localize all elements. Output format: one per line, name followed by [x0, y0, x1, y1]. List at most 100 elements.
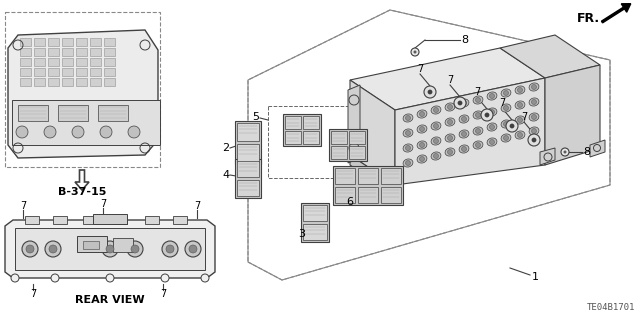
Polygon shape	[5, 220, 215, 278]
Circle shape	[518, 87, 522, 93]
Ellipse shape	[431, 122, 441, 130]
Circle shape	[100, 126, 112, 138]
Bar	[235, 121, 261, 164]
Bar	[90, 38, 101, 46]
Circle shape	[506, 120, 518, 132]
Bar	[303, 131, 319, 144]
Circle shape	[461, 100, 467, 106]
Ellipse shape	[417, 125, 427, 133]
Ellipse shape	[403, 159, 413, 167]
Ellipse shape	[515, 116, 525, 124]
Circle shape	[461, 146, 467, 152]
Circle shape	[504, 91, 509, 95]
Ellipse shape	[487, 123, 497, 131]
Ellipse shape	[473, 111, 483, 119]
Bar	[301, 203, 329, 241]
Bar	[237, 180, 259, 196]
Bar	[104, 68, 115, 76]
Ellipse shape	[445, 134, 455, 142]
Circle shape	[490, 93, 495, 99]
Polygon shape	[545, 65, 600, 165]
Circle shape	[510, 124, 514, 128]
Text: B-37-15: B-37-15	[58, 187, 106, 197]
Circle shape	[531, 85, 536, 90]
Circle shape	[490, 124, 495, 130]
Circle shape	[406, 160, 410, 166]
Bar	[48, 68, 59, 76]
Bar	[5, 12, 160, 167]
Circle shape	[433, 138, 438, 144]
Circle shape	[454, 97, 466, 109]
Ellipse shape	[487, 92, 497, 100]
Circle shape	[433, 153, 438, 159]
Circle shape	[531, 100, 536, 105]
Ellipse shape	[529, 98, 539, 106]
Circle shape	[476, 129, 481, 133]
Bar	[331, 131, 347, 144]
Circle shape	[106, 245, 114, 253]
Bar	[20, 38, 31, 46]
Bar	[20, 68, 31, 76]
Bar	[48, 38, 59, 46]
Bar	[113, 216, 127, 224]
Text: 7: 7	[30, 289, 36, 299]
Circle shape	[564, 151, 566, 153]
Circle shape	[447, 105, 452, 109]
Circle shape	[414, 51, 416, 53]
Polygon shape	[395, 78, 545, 185]
Circle shape	[424, 86, 436, 98]
Bar	[90, 48, 101, 56]
Bar	[104, 78, 115, 86]
Text: REAR VIEW: REAR VIEW	[75, 295, 145, 305]
Text: 8: 8	[584, 147, 591, 157]
Bar	[303, 224, 327, 240]
Bar	[329, 129, 367, 161]
Circle shape	[485, 113, 489, 117]
Bar	[58, 105, 88, 121]
Circle shape	[419, 127, 424, 131]
Bar	[76, 78, 87, 86]
Polygon shape	[348, 85, 360, 163]
Ellipse shape	[431, 152, 441, 160]
Circle shape	[22, 241, 38, 257]
Bar	[358, 187, 378, 203]
Ellipse shape	[515, 101, 525, 109]
Bar	[285, 131, 301, 144]
Bar	[20, 58, 31, 66]
Bar	[48, 48, 59, 56]
Ellipse shape	[445, 103, 455, 111]
Bar	[303, 204, 327, 220]
Bar	[113, 238, 133, 252]
Text: 7: 7	[194, 201, 200, 211]
Circle shape	[127, 241, 143, 257]
Bar	[76, 58, 87, 66]
FancyArrow shape	[602, 4, 631, 23]
Circle shape	[102, 241, 118, 257]
Circle shape	[518, 102, 522, 108]
Circle shape	[476, 143, 481, 147]
Ellipse shape	[529, 113, 539, 121]
Text: 5: 5	[253, 112, 259, 122]
Bar	[90, 58, 101, 66]
Ellipse shape	[417, 155, 427, 163]
Ellipse shape	[473, 96, 483, 104]
Bar	[62, 68, 73, 76]
Bar	[237, 144, 259, 161]
Bar	[104, 58, 115, 66]
Circle shape	[72, 126, 84, 138]
Circle shape	[490, 139, 495, 145]
Ellipse shape	[501, 89, 511, 97]
Circle shape	[49, 245, 57, 253]
Bar	[145, 216, 159, 224]
Bar	[90, 68, 101, 76]
Ellipse shape	[487, 108, 497, 116]
Ellipse shape	[515, 131, 525, 139]
Circle shape	[532, 138, 536, 142]
Text: 7: 7	[20, 201, 26, 211]
Bar	[268, 106, 368, 178]
Circle shape	[458, 101, 462, 105]
Text: 1: 1	[531, 272, 538, 282]
Bar	[285, 116, 301, 129]
Circle shape	[490, 109, 495, 115]
Text: 7: 7	[521, 112, 527, 122]
